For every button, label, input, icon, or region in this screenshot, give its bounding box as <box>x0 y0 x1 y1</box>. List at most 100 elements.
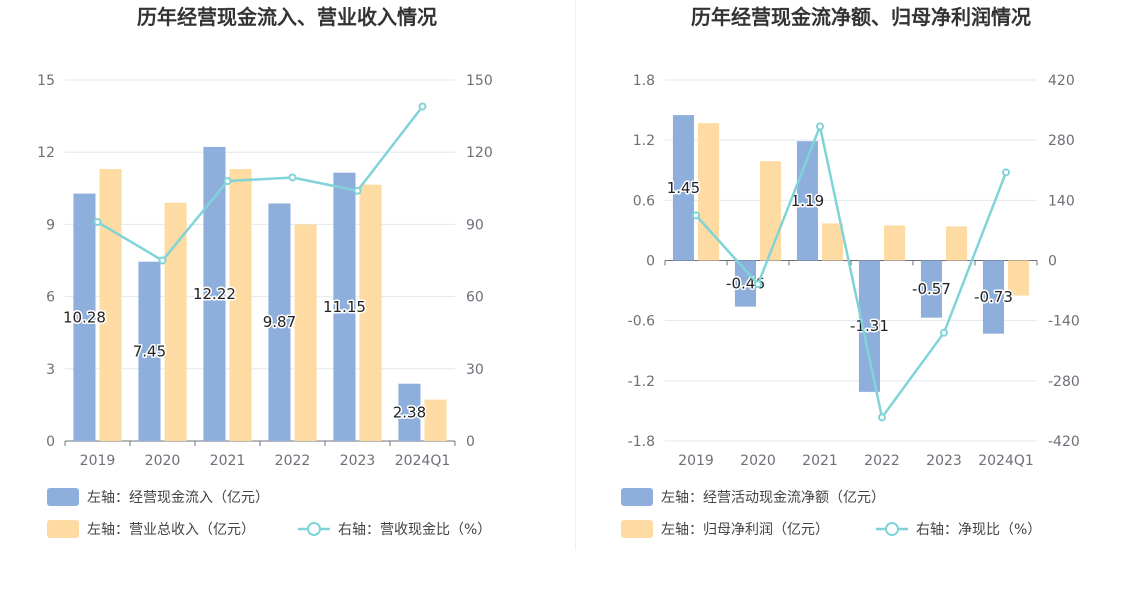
y-left-tick-label: 0 <box>646 254 655 270</box>
data-label: -0.73 <box>974 288 1013 306</box>
line-point <box>754 280 762 289</box>
line-point <box>158 256 167 265</box>
bar-series-2 <box>884 225 906 261</box>
x-tick-label: 2020 <box>145 453 181 469</box>
legend-label: 左轴：经营现金流入（亿元） <box>87 490 269 506</box>
legend-swatch-bar-2 <box>47 520 79 538</box>
y-left-tick-label: -0.6 <box>628 314 655 330</box>
x-tick-label: 2022 <box>275 453 311 469</box>
bar-series-1 <box>734 260 756 307</box>
data-label: 9.87 <box>263 313 296 331</box>
chart-panel-right: 历年经营现金流净额、归母净利润情况 -1.8 -420 -1.2 -280 -0.6 -14… <box>574 0 1148 589</box>
data-label: 1.45 <box>667 179 700 197</box>
y-right-tick-label: 0 <box>466 434 475 450</box>
bar-series-1 <box>333 172 356 441</box>
y-right-tick-label: 60 <box>466 290 484 306</box>
x-tick-label: 2024Q1 <box>978 453 1034 469</box>
chart-cash-inflow-revenue: 历年经营现金流入、营业收入情况 0 0 3 30 6 60 9 90 12 120 15 150 2019… <box>37 5 493 538</box>
bar-series-1 <box>203 146 226 441</box>
line-point <box>93 217 102 226</box>
data-label: 2.38 <box>393 403 426 421</box>
y-right-tick-label: 120 <box>466 145 493 161</box>
bar-series-2 <box>99 169 122 441</box>
bar-series-1 <box>73 193 96 441</box>
line-point <box>692 211 700 220</box>
legend-swatch-line-marker <box>307 522 321 536</box>
chart-title: 历年经营现金流净额、归母净利润情况 <box>691 5 1031 29</box>
y-left-tick-label: 15 <box>37 73 55 89</box>
data-label: 7.45 <box>133 342 166 360</box>
y-left-tick-label: 1.2 <box>633 133 655 149</box>
y-right-tick-label: 90 <box>466 217 484 233</box>
data-label: 12.22 <box>193 285 236 303</box>
bar-series-2 <box>698 123 720 261</box>
y-right-tick-label: 280 <box>1048 133 1075 149</box>
x-tick-label: 2022 <box>864 453 900 469</box>
data-label: -0.46 <box>726 275 765 293</box>
line-series <box>695 122 1008 421</box>
bar-series-2 <box>229 169 252 441</box>
y-right-tick-label: -140 <box>1048 314 1080 330</box>
line-point <box>353 186 362 195</box>
y-right-tick-label: 150 <box>466 73 493 89</box>
bar-series-2 <box>760 161 782 261</box>
y-left-tick-label: 0.6 <box>633 193 655 209</box>
x-tick-label: 2021 <box>802 453 838 469</box>
y-right-tick-label: 0 <box>1048 254 1057 270</box>
line-point <box>418 102 427 111</box>
line-point <box>878 413 886 422</box>
bar-series-2 <box>294 224 317 441</box>
y-left-tick-label: -1.8 <box>628 434 655 450</box>
data-label: 10.28 <box>63 308 106 326</box>
chart-net-cashflow-profit: 历年经营现金流净额、归母净利润情况 -1.8 -420 -1.2 -280 -0.6 -14… <box>621 5 1080 538</box>
line-point <box>940 328 948 337</box>
bar-series-1 <box>268 203 291 441</box>
x-tick-label: 2019 <box>678 453 714 469</box>
y-right-tick-label: 420 <box>1048 73 1075 89</box>
x-tick-label: 2021 <box>210 453 246 469</box>
bar-series-1 <box>398 383 421 441</box>
y-right-tick-label: 140 <box>1048 193 1075 209</box>
x-tick-label: 2023 <box>340 453 376 469</box>
y-left-tick-label: -1.2 <box>628 374 655 390</box>
bar-series-1 <box>858 260 880 392</box>
data-label: 1.19 <box>791 192 824 210</box>
y-right-tick-label: -420 <box>1048 434 1080 450</box>
data-label: 11.15 <box>323 298 366 316</box>
legend-swatch-bar-2 <box>621 520 653 538</box>
line-point <box>223 177 232 186</box>
x-tick-label: 2019 <box>80 453 116 469</box>
bar-series-1 <box>672 115 694 261</box>
data-label: -0.57 <box>912 280 951 298</box>
bar-series-2 <box>1008 260 1030 296</box>
bar-series-1 <box>982 260 1004 334</box>
legend-label: 左轴：营业总收入（亿元） <box>87 522 255 538</box>
data-label: -1.31 <box>850 317 889 335</box>
panel-divider <box>575 0 576 550</box>
bar-series-1 <box>920 260 942 318</box>
bar-series-2 <box>424 399 447 441</box>
y-left-tick-label: 9 <box>46 217 55 233</box>
line-point <box>1002 168 1010 177</box>
chart-title: 历年经营现金流入、营业收入情况 <box>137 5 437 29</box>
legend-swatch-bar-1 <box>47 488 79 506</box>
y-right-tick-label: 30 <box>466 362 484 378</box>
y-right-tick-label: -280 <box>1048 374 1080 390</box>
bar-series-2 <box>822 223 844 261</box>
bar-series-1 <box>138 261 161 441</box>
y-left-tick-label: 6 <box>46 290 55 306</box>
legend-label: 右轴：营收现金比（%） <box>338 522 491 538</box>
y-left-tick-label: 12 <box>37 145 55 161</box>
legend-label: 右轴：净现比（%） <box>916 522 1041 538</box>
line-point <box>816 122 824 131</box>
legend-label: 左轴：经营活动现金流净额（亿元） <box>661 490 885 506</box>
y-left-tick-label: 1.8 <box>633 73 655 89</box>
x-tick-label: 2023 <box>926 453 962 469</box>
bar-series-2 <box>946 226 968 261</box>
line-series <box>96 105 424 263</box>
x-tick-label: 2024Q1 <box>395 453 451 469</box>
bar-series-2 <box>164 202 187 441</box>
chart-panel-left: 历年经营现金流入、营业收入情况 0 0 3 30 6 60 9 90 12 120 15 150 2019… <box>37 5 493 538</box>
bar-series-2 <box>359 184 382 441</box>
y-left-tick-label: 3 <box>46 362 55 378</box>
